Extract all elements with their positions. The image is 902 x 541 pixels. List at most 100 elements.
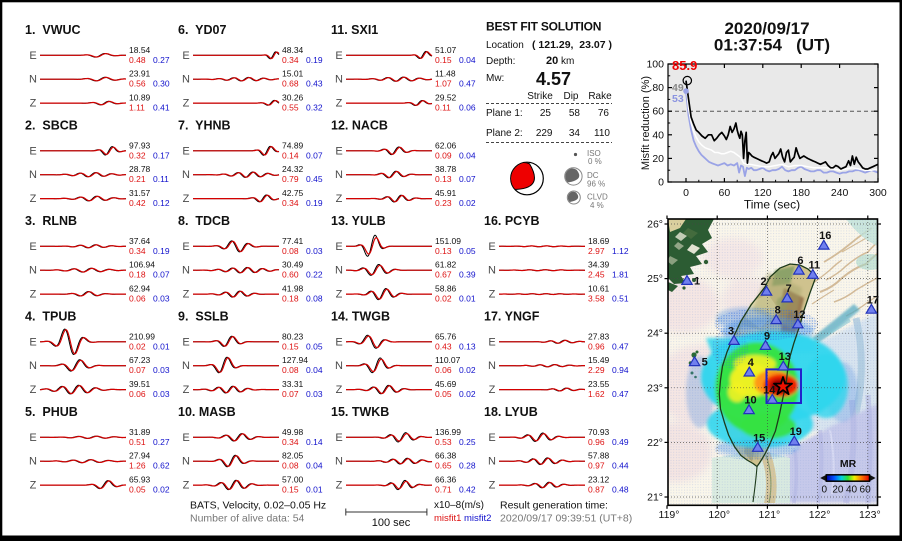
svg-text:0.15: 0.15: [282, 341, 299, 351]
svg-text:31.89: 31.89: [129, 427, 151, 437]
svg-text:23.55: 23.55: [588, 379, 610, 389]
svg-text:13: 13: [779, 351, 791, 363]
svg-text:0.22: 0.22: [306, 270, 323, 280]
svg-text:0.07: 0.07: [306, 150, 323, 160]
svg-text:Dip: Dip: [563, 91, 578, 102]
svg-text:53: 53: [672, 93, 684, 105]
svg-text:24°: 24°: [647, 328, 663, 340]
svg-text:0.27: 0.27: [153, 55, 170, 65]
svg-text:1: 1: [694, 276, 700, 288]
svg-text:misfit1: misfit1: [434, 513, 461, 524]
svg-text:2.97: 2.97: [588, 246, 605, 256]
svg-text:Time (sec): Time (sec): [744, 198, 800, 212]
svg-text:0.53: 0.53: [435, 437, 452, 447]
svg-text:0.41: 0.41: [153, 103, 170, 113]
svg-text:Z: Z: [183, 98, 190, 110]
svg-text:0.08: 0.08: [306, 294, 323, 304]
svg-text:E: E: [182, 432, 189, 444]
svg-text:0.19: 0.19: [153, 246, 170, 256]
svg-text:E: E: [335, 432, 342, 444]
svg-text:Z: Z: [30, 480, 37, 492]
svg-text:N: N: [488, 360, 496, 372]
svg-text:Mw:: Mw:: [486, 73, 504, 84]
svg-text:E: E: [182, 241, 189, 253]
svg-text:Z: Z: [489, 289, 496, 301]
svg-text:0.34: 0.34: [282, 437, 299, 447]
svg-text:45.91: 45.91: [435, 188, 457, 198]
svg-text:0.42: 0.42: [129, 198, 146, 208]
svg-text:57.00: 57.00: [282, 475, 304, 485]
svg-text:1.26: 1.26: [129, 461, 146, 471]
svg-text:E: E: [335, 50, 342, 62]
svg-text:E: E: [335, 336, 342, 348]
svg-text:60: 60: [719, 187, 731, 199]
svg-text:0.15: 0.15: [282, 485, 299, 495]
svg-text:0.05: 0.05: [459, 246, 476, 256]
svg-text:110: 110: [594, 128, 610, 139]
svg-text:76: 76: [598, 108, 610, 119]
svg-text:27.94: 27.94: [129, 451, 151, 461]
svg-text:15: 15: [753, 432, 765, 444]
svg-text:13. YULB: 13. YULB: [331, 214, 386, 228]
svg-text:Z: Z: [489, 384, 496, 396]
svg-text:0.87: 0.87: [588, 485, 605, 495]
svg-text:Z: Z: [30, 289, 37, 301]
svg-text:N: N: [488, 265, 496, 277]
svg-text:7: 7: [786, 283, 792, 295]
svg-text:1.12: 1.12: [612, 246, 629, 256]
svg-text:120: 120: [754, 187, 772, 199]
svg-text:0.15: 0.15: [435, 55, 452, 65]
svg-text:E: E: [29, 336, 36, 348]
svg-text:0.43: 0.43: [435, 341, 452, 351]
svg-text:0.07: 0.07: [153, 270, 170, 280]
svg-text:0.47: 0.47: [612, 389, 629, 399]
svg-text:110.07: 110.07: [435, 355, 461, 365]
svg-text:60: 60: [860, 485, 872, 496]
svg-text:1.81: 1.81: [612, 270, 629, 280]
svg-text:0.23: 0.23: [435, 198, 452, 208]
svg-text:DC: DC: [587, 171, 599, 180]
svg-text:12: 12: [793, 309, 805, 321]
svg-text:Z: Z: [336, 480, 343, 492]
svg-text:22°: 22°: [647, 437, 663, 449]
svg-text:E: E: [29, 50, 36, 62]
svg-text:0.21: 0.21: [129, 174, 146, 184]
svg-text:10: 10: [744, 395, 756, 407]
svg-text:0.03: 0.03: [153, 365, 170, 375]
svg-text:66.36: 66.36: [435, 475, 457, 485]
svg-text:9. SSLB: 9. SSLB: [178, 310, 229, 324]
svg-text:180: 180: [792, 187, 810, 199]
svg-text:0.06: 0.06: [129, 389, 146, 399]
svg-text:18. LYUB: 18. LYUB: [484, 405, 538, 419]
svg-text:7. YHNB: 7. YHNB: [178, 119, 231, 133]
svg-text:20: 20: [546, 55, 558, 67]
svg-text:Z: Z: [183, 289, 190, 301]
svg-text:0.34: 0.34: [282, 55, 299, 65]
svg-text:Number of alive data: 54: Number of alive data: 54: [190, 513, 305, 525]
svg-text:0.03: 0.03: [153, 294, 170, 304]
svg-text:0.68: 0.68: [282, 79, 299, 89]
svg-text:E: E: [29, 241, 36, 253]
svg-text:4.57: 4.57: [536, 69, 571, 89]
svg-text:0.60: 0.60: [282, 270, 299, 280]
svg-text:E: E: [29, 432, 36, 444]
svg-text:0.04: 0.04: [306, 461, 323, 471]
svg-text:40: 40: [846, 485, 858, 496]
svg-text:Location: Location: [486, 40, 524, 51]
svg-text:Plane 1:: Plane 1:: [486, 108, 523, 119]
svg-text:0.13: 0.13: [435, 246, 452, 256]
svg-text:0.05: 0.05: [435, 389, 452, 399]
svg-text:2020/09/17: 2020/09/17: [724, 19, 809, 38]
svg-text:300: 300: [869, 187, 887, 199]
svg-text:0.19: 0.19: [306, 55, 323, 65]
svg-text:N: N: [182, 456, 190, 468]
svg-text:0.06: 0.06: [129, 294, 146, 304]
svg-text:0.51: 0.51: [129, 437, 146, 447]
svg-text:0.01: 0.01: [153, 341, 170, 351]
svg-text:4. TPUB: 4. TPUB: [25, 310, 76, 324]
svg-text:23.12: 23.12: [588, 475, 610, 485]
svg-text:40: 40: [652, 129, 664, 141]
svg-text:58: 58: [569, 108, 581, 119]
svg-text:122°: 122°: [809, 509, 831, 521]
svg-text:E: E: [335, 241, 342, 253]
